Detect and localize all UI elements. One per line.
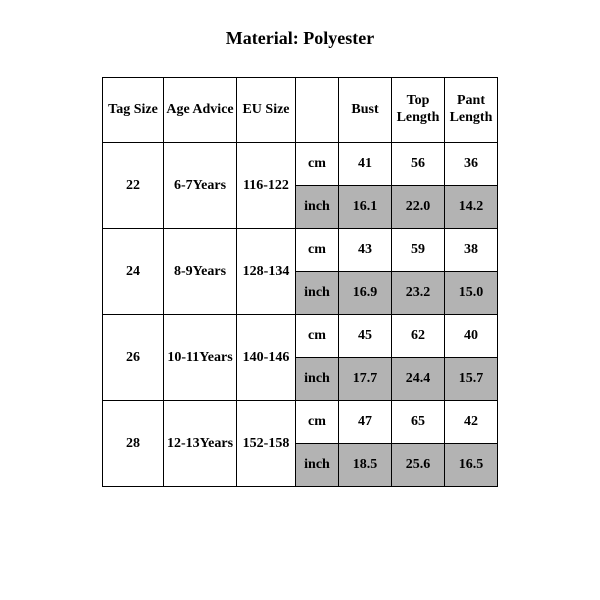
top-inch: 22.0 bbox=[392, 186, 445, 229]
top-inch: 24.4 bbox=[392, 358, 445, 401]
pant-inch: 15.7 bbox=[445, 358, 498, 401]
col-tag-size: Tag Size bbox=[103, 78, 164, 143]
pant-cm: 36 bbox=[445, 143, 498, 186]
unit-cm: cm bbox=[296, 229, 339, 272]
eu-size-cell: 116-122 bbox=[237, 143, 296, 229]
col-unit bbox=[296, 78, 339, 143]
top-inch: 25.6 bbox=[392, 444, 445, 487]
top-cm: 56 bbox=[392, 143, 445, 186]
pant-inch: 16.5 bbox=[445, 444, 498, 487]
col-eu-size: EU Size bbox=[237, 78, 296, 143]
eu-size-cell: 128-134 bbox=[237, 229, 296, 315]
bust-inch: 16.9 bbox=[339, 272, 392, 315]
col-bust: Bust bbox=[339, 78, 392, 143]
top-inch: 23.2 bbox=[392, 272, 445, 315]
tag-size-cell: 28 bbox=[103, 401, 164, 487]
tag-size-cell: 26 bbox=[103, 315, 164, 401]
bust-cm: 45 bbox=[339, 315, 392, 358]
age-advice-cell: 8-9Years bbox=[164, 229, 237, 315]
bust-cm: 47 bbox=[339, 401, 392, 444]
eu-size-cell: 140-146 bbox=[237, 315, 296, 401]
pant-inch: 15.0 bbox=[445, 272, 498, 315]
eu-size-cell: 152-158 bbox=[237, 401, 296, 487]
bust-inch: 16.1 bbox=[339, 186, 392, 229]
age-advice-cell: 12-13Years bbox=[164, 401, 237, 487]
page-title: Material: Polyester bbox=[0, 28, 600, 49]
pant-cm: 38 bbox=[445, 229, 498, 272]
bust-cm: 43 bbox=[339, 229, 392, 272]
unit-inch: inch bbox=[296, 272, 339, 315]
bust-inch: 17.7 bbox=[339, 358, 392, 401]
bust-inch: 18.5 bbox=[339, 444, 392, 487]
col-pant-length: Pant Length bbox=[445, 78, 498, 143]
col-age-advice: Age Advice bbox=[164, 78, 237, 143]
unit-cm: cm bbox=[296, 401, 339, 444]
pant-cm: 42 bbox=[445, 401, 498, 444]
pant-inch: 14.2 bbox=[445, 186, 498, 229]
unit-cm: cm bbox=[296, 315, 339, 358]
unit-cm: cm bbox=[296, 143, 339, 186]
tag-size-cell: 24 bbox=[103, 229, 164, 315]
col-top-length: Top Length bbox=[392, 78, 445, 143]
tag-size-cell: 22 bbox=[103, 143, 164, 229]
top-cm: 62 bbox=[392, 315, 445, 358]
pant-cm: 40 bbox=[445, 315, 498, 358]
top-cm: 59 bbox=[392, 229, 445, 272]
bust-cm: 41 bbox=[339, 143, 392, 186]
top-cm: 65 bbox=[392, 401, 445, 444]
unit-inch: inch bbox=[296, 444, 339, 487]
age-advice-cell: 10-11Years bbox=[164, 315, 237, 401]
unit-inch: inch bbox=[296, 186, 339, 229]
unit-inch: inch bbox=[296, 358, 339, 401]
age-advice-cell: 6-7Years bbox=[164, 143, 237, 229]
size-table: Tag Size Age Advice EU Size Bust Top Len… bbox=[102, 77, 498, 487]
